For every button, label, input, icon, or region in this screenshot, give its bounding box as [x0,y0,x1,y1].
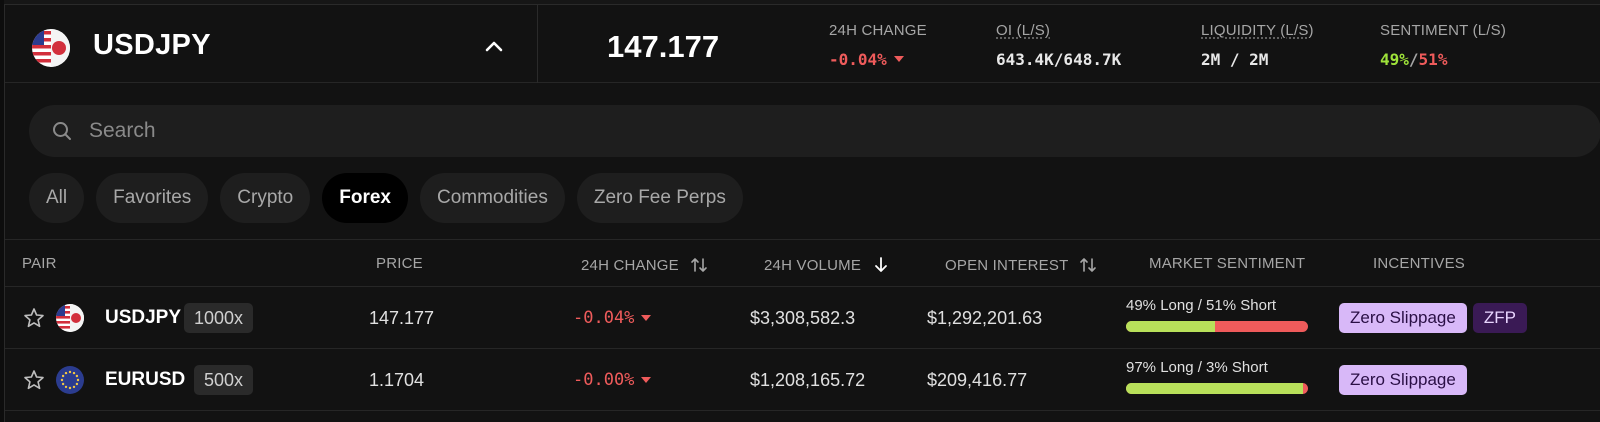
table-row[interactable]: EURUSD 500x 1.1704 -0.00% $1,208,165.72 … [5,349,1600,411]
tab-favorites[interactable]: Favorites [96,173,209,223]
change-cell: -0.00% [573,349,652,411]
sentiment-bar [1126,321,1308,332]
stat-open-interest: OI (L/S) 643.4K/648.7K [996,22,1121,69]
tab-forex[interactable]: Forex [322,173,408,223]
usdjpy-flag-icon [56,304,84,332]
sentiment-bar-long [1126,383,1303,394]
column-label: OPEN INTEREST [945,256,1069,274]
sentiment-cell: 49% Long / 51% Short [1126,297,1308,332]
market-header: USDJPY 147.177 24H CHANGE -0.04% OI (L/S… [5,5,1600,83]
stat-label[interactable]: LIQUIDITY (L/S) [1201,22,1314,39]
tab-zero-fee-perps[interactable]: Zero Fee Perps [576,173,743,223]
search-icon [53,122,71,140]
sort-icon[interactable] [1078,255,1098,275]
zero-slippage-badge: Zero Slippage [1339,365,1467,395]
search-input[interactable] [89,105,1489,157]
sentiment-bar [1126,383,1308,394]
change-value: -0.04% [829,50,887,69]
stat-liquidity: LIQUIDITY (L/S) 2M / 2M [1201,22,1314,69]
change-value: -0.04% [573,308,635,328]
current-price: 147.177 [607,29,720,64]
down-arrow-icon [893,56,904,62]
column-label: 24H VOLUME [764,256,862,274]
left-edge [0,0,4,422]
selected-pair-name: USDJPY [93,29,211,61]
chevron-up-icon[interactable] [483,37,505,55]
pair-dropdown[interactable]: USDJPY [5,5,538,83]
zfp-badge: ZFP [1472,303,1527,333]
sentiment-bar-long [1126,321,1216,332]
stat-label: SENTIMENT (L/S) [1380,22,1507,39]
stat-value: 643.4K/648.7K [996,50,1122,69]
column-24h-change[interactable]: 24H CHANGE [581,255,709,275]
open-interest-cell: $1,292,201.63 [927,307,1043,328]
change-value: -0.00% [573,370,635,390]
tab-commodities[interactable]: Commodities [419,173,565,223]
pair-symbol: EURUSD [105,369,186,390]
down-arrow-icon [641,315,652,321]
sort-icon[interactable] [689,255,709,275]
sentiment-text: 49% Long / 51% Short [1126,297,1277,314]
open-interest-cell: $209,416.77 [927,369,1028,390]
sentiment-text: 97% Long / 3% Short [1126,359,1268,376]
sentiment-short: 51% [1418,50,1448,69]
eurusd-flag-icon [56,366,84,394]
price-cell: 147.177 [369,307,435,328]
favorite-star-icon[interactable] [23,369,45,391]
sentiment-separator: / [1408,50,1419,69]
stat-value: -0.04% [829,50,927,69]
table-row[interactable]: USDJPY 1000x 147.177 -0.04% $3,308,582.3… [5,287,1600,349]
change-cell: -0.04% [573,287,652,349]
zero-slippage-badge: Zero Slippage [1339,303,1467,333]
volume-cell: $1,208,165.72 [750,369,866,390]
leverage-badge: 1000x [184,303,254,333]
column-price: PRICE [376,255,423,272]
price-cell: 1.1704 [369,369,425,390]
market-selector-panel: USDJPY 147.177 24H CHANGE -0.04% OI (L/S… [4,4,1600,422]
down-arrow-icon [641,377,652,383]
column-24h-volume[interactable]: 24H VOLUME [764,255,891,275]
table-header: PAIR PRICE 24H CHANGE 24H VOLUME OPEN IN… [5,239,1600,287]
column-market-sentiment: MARKET SENTIMENT [1149,255,1306,272]
search-bar[interactable] [29,105,1600,157]
leverage-badge: 500x [194,365,254,395]
column-label: 24H CHANGE [581,256,679,274]
volume-cell: $3,308,582.3 [750,307,856,328]
column-pair: PAIR [22,255,57,272]
stat-value: 49%/51% [1380,50,1506,69]
column-open-interest[interactable]: OPEN INTEREST [945,255,1098,275]
favorite-star-icon[interactable] [23,307,45,329]
pair-symbol: USDJPY [105,307,182,328]
tab-crypto[interactable]: Crypto [220,173,311,223]
stat-value: 2M / 2M [1201,50,1269,69]
sort-descending-icon[interactable] [871,255,891,275]
category-tabs: All Favorites Crypto Forex Commodities Z… [29,173,743,223]
stat-sentiment: SENTIMENT (L/S) 49%/51% [1380,22,1506,69]
sentiment-long: 49% [1380,50,1409,69]
usdjpy-flag-icon [32,29,70,67]
tab-all[interactable]: All [29,173,85,223]
stat-24h-change: 24H CHANGE -0.04% [829,22,927,69]
stat-label: 24H CHANGE [829,22,927,39]
column-incentives: INCENTIVES [1373,255,1466,272]
sentiment-cell: 97% Long / 3% Short [1126,359,1308,394]
stat-label[interactable]: OI (L/S) [996,22,1051,39]
